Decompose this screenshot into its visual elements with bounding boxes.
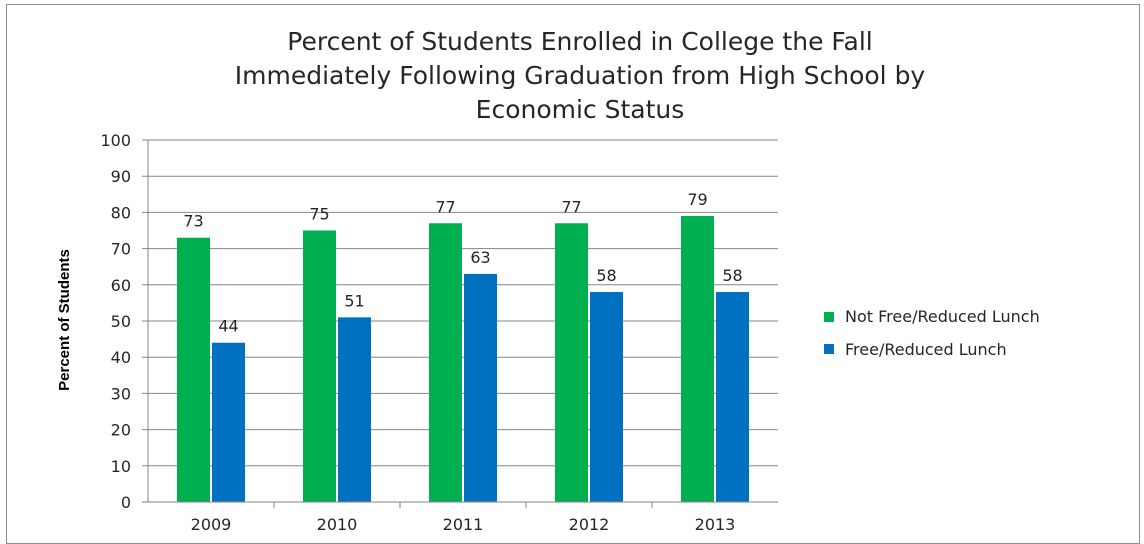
bar-not-free-reduced-lunch-2012 [555,223,588,502]
y-axis-tick-labels: 0 10 20 30 40 50 60 70 80 90 100 [100,131,131,512]
bar-not-free-reduced-lunch-2011 [429,223,462,502]
bar-free-reduced-lunch-2009 [212,342,245,502]
legend-swatch-not-free-reduced-lunch [824,312,834,322]
data-label-free-reduced-lunch-2013: 58 [722,266,742,285]
bars [177,216,749,503]
y-tick-label: 100 [100,131,131,150]
data-label-free-reduced-lunch-2011: 63 [470,248,490,267]
y-tick-label: 70 [111,240,131,259]
data-label-free-reduced-lunch-2009: 44 [218,317,238,336]
x-tick-label: 2011 [443,515,484,534]
legend-label-not-free-reduced-lunch: Not Free/Reduced Lunch [845,307,1040,326]
bar-free-reduced-lunch-2013 [716,292,749,502]
chart-title-line-1: Percent of Students Enrolled in College … [287,27,872,56]
y-tick-label: 10 [111,457,131,476]
data-labels: 73 44 75 51 77 63 77 58 79 58 [183,190,742,336]
legend-swatch-free-reduced-lunch [824,344,834,354]
x-tick-label: 2010 [317,515,358,534]
bar-free-reduced-lunch-2011 [464,273,497,502]
y-tick-label: 30 [111,384,131,403]
bar-free-reduced-lunch-2010 [338,317,371,502]
y-axis-label: Percent of Students [56,249,73,391]
chart-title: Percent of Students Enrolled in College … [235,27,926,124]
legend: Not Free/Reduced Lunch Free/Reduced Lunc… [824,307,1040,359]
chart-title-line-3: Economic Status [476,95,685,124]
y-tick-label: 90 [111,167,131,186]
data-label-free-reduced-lunch-2012: 58 [596,266,616,285]
data-label-not-free-reduced-lunch-2013: 79 [687,190,707,209]
gridlines [142,139,778,508]
y-tick-label: 40 [111,348,131,367]
x-tick-label: 2012 [569,515,610,534]
data-label-not-free-reduced-lunch-2011: 77 [435,197,455,216]
chart-title-line-2: Immediately Following Graduation from Hi… [235,61,926,90]
x-tick-label: 2013 [695,515,736,534]
y-tick-label: 60 [111,276,131,295]
x-axis-tick-labels: 2009 2010 2011 2012 2013 [191,515,736,534]
y-tick-label: 50 [111,312,131,331]
bar-not-free-reduced-lunch-2009 [177,237,210,503]
y-tick-label: 20 [111,421,131,440]
data-label-not-free-reduced-lunch-2010: 75 [309,205,329,224]
data-label-free-reduced-lunch-2010: 51 [344,291,364,310]
legend-label-free-reduced-lunch: Free/Reduced Lunch [845,340,1007,359]
bar-not-free-reduced-lunch-2010 [303,230,336,502]
x-tick-label: 2009 [191,515,232,534]
y-tick-label: 80 [111,203,131,222]
bar-free-reduced-lunch-2012 [590,292,623,502]
data-label-not-free-reduced-lunch-2009: 73 [183,212,203,231]
bar-not-free-reduced-lunch-2013 [681,216,714,502]
y-tick-label: 0 [121,493,131,512]
data-label-not-free-reduced-lunch-2012: 77 [561,197,581,216]
